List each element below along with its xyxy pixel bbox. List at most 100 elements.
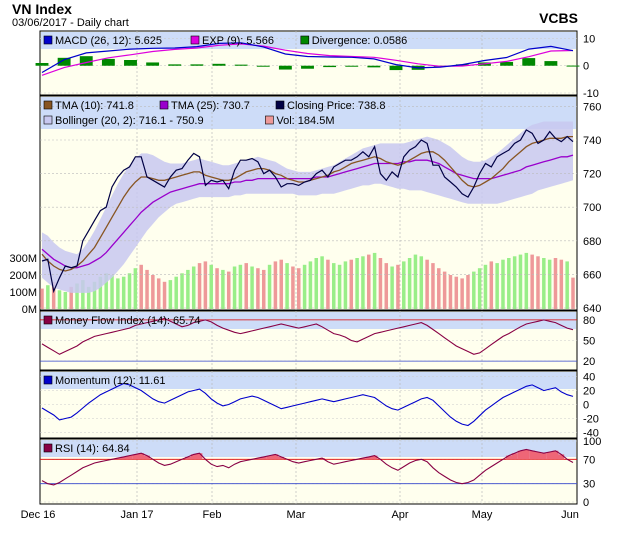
volume-bar [63,292,68,309]
volume-bar [378,258,383,309]
tma25-line [41,154,574,269]
price-y-tick: 660 [583,269,601,281]
mfi-y-tick: 20 [583,356,595,368]
volume-bar [145,269,149,309]
mfi-line [41,317,574,355]
volume-bar [413,254,418,309]
volume-bar [215,268,219,309]
volume-bar [437,268,441,309]
macd-y-tick: -10 [583,88,599,100]
x-tick-label: Jun [561,509,579,521]
volume-bar [75,283,79,309]
chart-title: VN Index [12,1,72,17]
volume-bar [565,261,569,309]
volume-bar [197,263,202,309]
rsi-y-tick: 0 [583,497,589,509]
volume-bar [46,285,50,309]
volume-bar [553,258,558,309]
price-y-tick: 760 [583,101,601,113]
volume-bar [390,266,394,309]
macd-divergence-bar [101,58,115,66]
volume-bar [431,263,435,309]
volume-bar [226,271,231,309]
volume-bar [489,261,494,309]
volume-bar [244,263,248,309]
volume-bar [81,280,85,309]
rsi-y-tick: 100 [583,436,601,448]
macd-divergence-bar [522,58,536,66]
momentum-y-tick: -40 [583,428,599,440]
volume-bar [168,280,173,309]
volume-bar [273,261,278,309]
momentum-legend-band [41,372,576,389]
volume-bar [139,264,143,309]
x-tick-label: Jan 17 [120,509,153,521]
volume-bar [232,266,237,309]
volume-bar [507,258,511,309]
macd-exp-line [41,43,574,76]
volume-bar [250,266,254,309]
volume-bar [425,259,429,309]
volume-bar [256,268,260,309]
x-tick-label: Mar [287,509,306,521]
macd-divergence-bar [146,62,160,66]
volume-bar [419,256,424,309]
rsi-line [41,448,574,486]
volume-bar [396,264,400,309]
volume-bar [285,263,289,309]
momentum-y-tick: 0 [583,400,589,412]
volume-bar [203,261,208,309]
volume-bar [209,264,213,309]
volume-bar [384,263,389,309]
volume-bar [355,258,359,309]
volume-bar [127,273,132,309]
price-y-tick: 640 [583,303,601,315]
volume-bar [86,286,91,309]
volume-bar [372,252,377,309]
price-legend-a-label-0: TMA (10): 741.8 [55,100,134,112]
price-legend-a-swatch-2 [275,100,285,110]
volume-bar [448,275,453,309]
volume-bar [238,264,243,309]
x-tick-label: Apr [391,509,408,521]
volume-y-tick: 0M [22,304,37,316]
macd-divergence-bar [278,65,292,70]
mfi-legend-band [41,312,576,329]
volume-bar [512,256,517,309]
volume-bar [402,261,406,309]
volume-bar [442,271,447,309]
price-y-tick: 720 [583,169,601,181]
macd-divergence-bar [389,65,403,71]
macd-divergence-bar [124,60,137,66]
volume-y-tick: 300M [9,253,37,265]
rsi-legend-band [41,440,576,457]
macd-divergence-bar [367,65,381,68]
price-legend-a-swatch-0 [43,100,53,110]
price-legend-band [41,97,576,129]
volume-bar [267,264,272,309]
price-legend-a-swatch-1 [159,100,169,110]
mfi-legend-label-0: Money Flow Index (14): 65.74 [55,315,201,327]
volume-bar [151,275,155,309]
volume-bar [337,264,342,309]
macd-divergence-bar [323,65,337,68]
macd-legend-label-0: MACD (26, 12): 5.625 [55,35,162,47]
macd-divergence-bar [190,64,204,66]
rsi-legend-label-0: RSI (14): 64.84 [55,443,130,455]
chart-subtitle: 03/06/2017 - Daily chart [12,17,129,29]
volume-bar [559,259,564,309]
macd-divergence-bar [168,64,182,66]
mfi-legend-swatch-0 [43,315,53,325]
volume-bar [110,275,114,309]
macd-divergence-bar [234,64,248,66]
volume-bar [57,290,62,309]
volume-bar [571,277,575,309]
x-tick-label: Feb [203,509,222,521]
volume-bar [302,264,307,309]
volume-bar [92,281,97,309]
volume-bar [51,281,56,309]
volume-bar [349,259,354,309]
volume-bar [186,269,190,309]
volume-bar [547,259,552,309]
macd-y-tick: 10 [583,33,595,45]
